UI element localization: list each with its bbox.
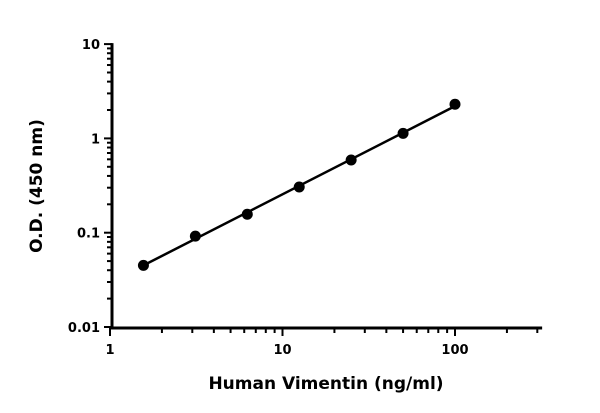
data-point (137, 259, 149, 271)
y-tick-label: 0.01 (68, 321, 100, 336)
data-marks (137, 98, 461, 271)
x-tick-label: 10 (273, 343, 291, 358)
data-point (241, 208, 253, 220)
x-axis-label: Human Vimentin (ng/ml) (208, 374, 443, 394)
axes: 1 10 100 0.01 0.1 1 10 (68, 38, 543, 358)
data-point (449, 98, 461, 110)
y-tick-label: 1 (91, 132, 100, 147)
data-point (189, 230, 201, 242)
y-axis-label: O.D. (450 nm) (27, 119, 47, 253)
data-point (345, 154, 357, 166)
x-tick-label: 100 (441, 343, 468, 358)
y-tick-label: 10 (82, 38, 100, 53)
data-point (397, 127, 409, 139)
x-tick-label: 1 (105, 343, 114, 358)
data-point (293, 181, 305, 193)
y-tick-label: 0.1 (77, 227, 100, 242)
